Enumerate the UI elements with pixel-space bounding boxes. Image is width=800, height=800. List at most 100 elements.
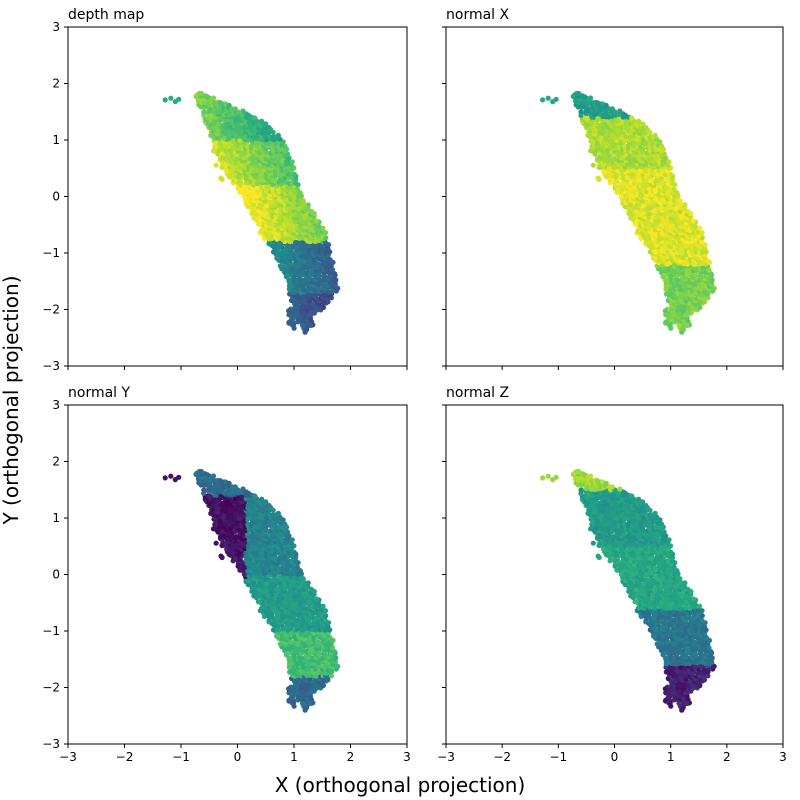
- data-point: [629, 115, 635, 121]
- data-point: [237, 506, 243, 512]
- data-point: [322, 608, 329, 614]
- data-point: [290, 315, 296, 321]
- scatter-points: [540, 468, 717, 713]
- data-point: [320, 603, 326, 609]
- data-point: [599, 143, 606, 149]
- panel-title-depth-map: depth map: [68, 7, 144, 23]
- data-point: [316, 273, 322, 279]
- data-point: [333, 655, 339, 661]
- data-point: [198, 468, 204, 475]
- data-point: [211, 121, 217, 127]
- data-point: [226, 551, 232, 558]
- y-tick-label: 2: [52, 77, 60, 91]
- data-point: [298, 682, 304, 688]
- data-point: [220, 533, 226, 539]
- data-point: [307, 322, 314, 328]
- data-point: [314, 596, 320, 602]
- data-point: [218, 553, 224, 559]
- data-point: [233, 177, 239, 183]
- data-point: [697, 304, 703, 311]
- data-point: [312, 682, 318, 688]
- data-point: [588, 148, 594, 154]
- data-point: [320, 304, 326, 311]
- panel-title-normal-z: normal Z: [446, 385, 509, 401]
- y-tick-label: 1: [52, 133, 60, 147]
- data-point: [606, 166, 612, 172]
- data-point: [259, 118, 265, 124]
- plot-frame: [445, 404, 784, 745]
- plot-frame: [67, 404, 408, 745]
- data-point: [297, 190, 303, 196]
- y-tick-label: −1: [42, 246, 60, 260]
- data-point: [288, 261, 294, 267]
- data-point: [223, 502, 229, 508]
- data-point: [266, 124, 272, 131]
- data-point: [201, 487, 207, 493]
- data-point: [289, 159, 295, 165]
- detached-point: [168, 473, 174, 479]
- detached-point: [168, 95, 174, 101]
- y-tick-label: 0: [52, 568, 60, 582]
- data-point: [325, 246, 331, 252]
- data-point: [613, 174, 619, 180]
- data-point: [228, 536, 235, 542]
- data-point: [662, 621, 668, 627]
- data-point: [264, 202, 270, 209]
- data-point: [227, 148, 233, 154]
- data-point: [291, 703, 297, 709]
- data-point: [667, 315, 673, 321]
- data-point: [285, 621, 291, 627]
- data-point: [316, 286, 322, 292]
- data-point: [282, 143, 288, 149]
- data-point: [622, 112, 629, 118]
- data-point: [578, 109, 584, 115]
- detached-point: [176, 96, 182, 102]
- data-point: [581, 94, 588, 100]
- data-point: [603, 135, 609, 141]
- data-point: [590, 162, 596, 168]
- data-point: [240, 486, 246, 492]
- data-point: [304, 682, 310, 688]
- y-tick-label: −3: [42, 359, 60, 373]
- data-point: [308, 208, 314, 214]
- data-point: [306, 258, 312, 264]
- data-point: [226, 102, 232, 108]
- data-point: [276, 627, 282, 633]
- panel-normal-X: [442, 26, 784, 370]
- y-tick-label: −1: [42, 624, 60, 638]
- data-point: [611, 165, 617, 171]
- data-point: [611, 122, 617, 128]
- data-point: [276, 249, 282, 255]
- detached-point: [162, 97, 168, 103]
- data-point: [299, 322, 305, 328]
- data-point: [590, 140, 596, 146]
- y-tick-label: −2: [42, 681, 60, 695]
- data-point: [227, 141, 233, 147]
- data-point: [299, 689, 306, 695]
- data-point: [227, 519, 233, 525]
- data-point: [306, 252, 312, 258]
- data-point: [198, 90, 204, 97]
- data-point: [218, 175, 224, 181]
- data-point: [245, 490, 252, 496]
- data-point: [232, 106, 238, 112]
- data-point: [251, 202, 257, 208]
- data-point: [326, 242, 332, 248]
- y-axis-label: Y (orthogonal projection): [0, 275, 23, 525]
- x-tick-label: −3: [59, 750, 77, 764]
- data-point: [603, 173, 609, 179]
- y-tick-label: 0: [52, 190, 60, 204]
- data-point: [291, 286, 297, 292]
- data-point: [226, 135, 232, 141]
- data-point: [606, 158, 612, 164]
- data-point: [316, 261, 322, 267]
- data-point: [307, 700, 314, 707]
- data-point: [210, 473, 217, 479]
- data-point: [665, 261, 671, 267]
- data-point: [614, 138, 620, 144]
- data-point: [211, 499, 217, 505]
- data-point: [275, 187, 281, 193]
- data-point: [223, 124, 229, 130]
- data-point: [240, 108, 246, 114]
